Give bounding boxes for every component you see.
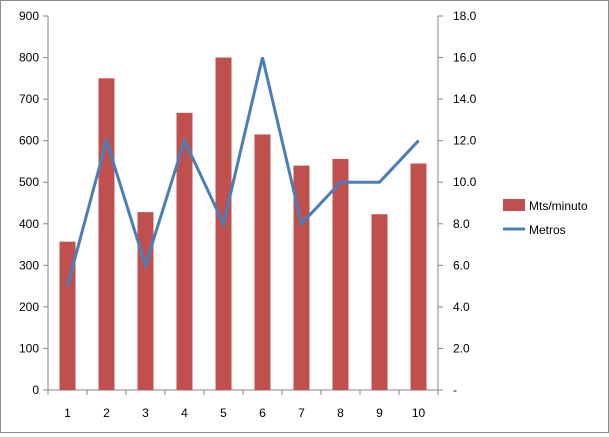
point-metros (67, 285, 68, 287)
point-metros (379, 181, 380, 183)
x-tick-label: 4 (181, 406, 188, 420)
point-metros (106, 140, 107, 142)
x-tick-label: 8 (337, 406, 344, 420)
x-tick-label: 6 (259, 406, 266, 420)
point-metros (301, 223, 302, 225)
x-tick-label: 9 (376, 406, 383, 420)
x-tick-label: 1 (64, 406, 71, 420)
x-tick-label: 10 (412, 406, 426, 420)
y-left-tick-label: 900 (19, 9, 39, 23)
y-left-tick-label: 300 (19, 258, 39, 272)
y-right-tick-label: 16.0 (453, 51, 477, 65)
y-right-tick-label: 12.0 (453, 134, 477, 148)
x-tick-label: 5 (220, 406, 227, 420)
point-metros (184, 140, 185, 142)
y-left-tick-label: 100 (19, 341, 39, 355)
point-metros (340, 181, 341, 183)
y-left-tick-label: 0 (32, 383, 39, 397)
bar-mts-minuto (254, 134, 271, 390)
y-right-tick-label: - (453, 383, 457, 397)
legend: Mts/minuto Metros (503, 199, 588, 237)
y-right-tick-label: 6.0 (453, 258, 470, 272)
bar-mts-minuto (59, 241, 76, 390)
line-metros (66, 57, 420, 287)
legend-label-mts-minuto: Mts/minuto (529, 199, 588, 213)
point-metros (262, 57, 263, 59)
y-left-tick-label: 400 (19, 217, 39, 231)
y-right-tick-label: 8.0 (453, 217, 470, 231)
y-left-tick-label: 600 (19, 134, 39, 148)
y-left-tick-label: 800 (19, 51, 39, 65)
bar-mts-minuto (410, 163, 427, 390)
y-right-tick-label: 10.0 (453, 175, 477, 189)
y-right-tick-label: 4.0 (453, 300, 470, 314)
x-tick-label: 2 (103, 406, 110, 420)
plot-area: 0 100 200 300 400 500 600 700 800 900 - 2.0 4.0 6.0 8.… (19, 9, 477, 420)
y-right-tick-label: 18.0 (453, 9, 477, 23)
y-left-tick-label: 700 (19, 92, 39, 106)
bar-mts-minuto (137, 212, 154, 390)
point-metros (223, 223, 224, 225)
y-left-tick-label: 500 (19, 175, 39, 189)
bar-mts-minuto (371, 214, 388, 390)
legend-label-metros: Metros (529, 223, 566, 237)
bar-mts-minuto (98, 78, 115, 390)
x-tick-label: 3 (142, 406, 149, 420)
bar-mts-minuto (332, 158, 349, 390)
legend-swatch-mts-minuto (503, 199, 525, 211)
x-tick-label: 7 (298, 406, 305, 420)
y-right-tick-label: 14.0 (453, 92, 477, 106)
point-metros (145, 264, 146, 266)
point-metros (418, 140, 419, 142)
y-right-tick-label: 2.0 (453, 341, 470, 355)
bar-mts-minuto (176, 112, 193, 390)
y-left-tick-label: 200 (19, 300, 39, 314)
